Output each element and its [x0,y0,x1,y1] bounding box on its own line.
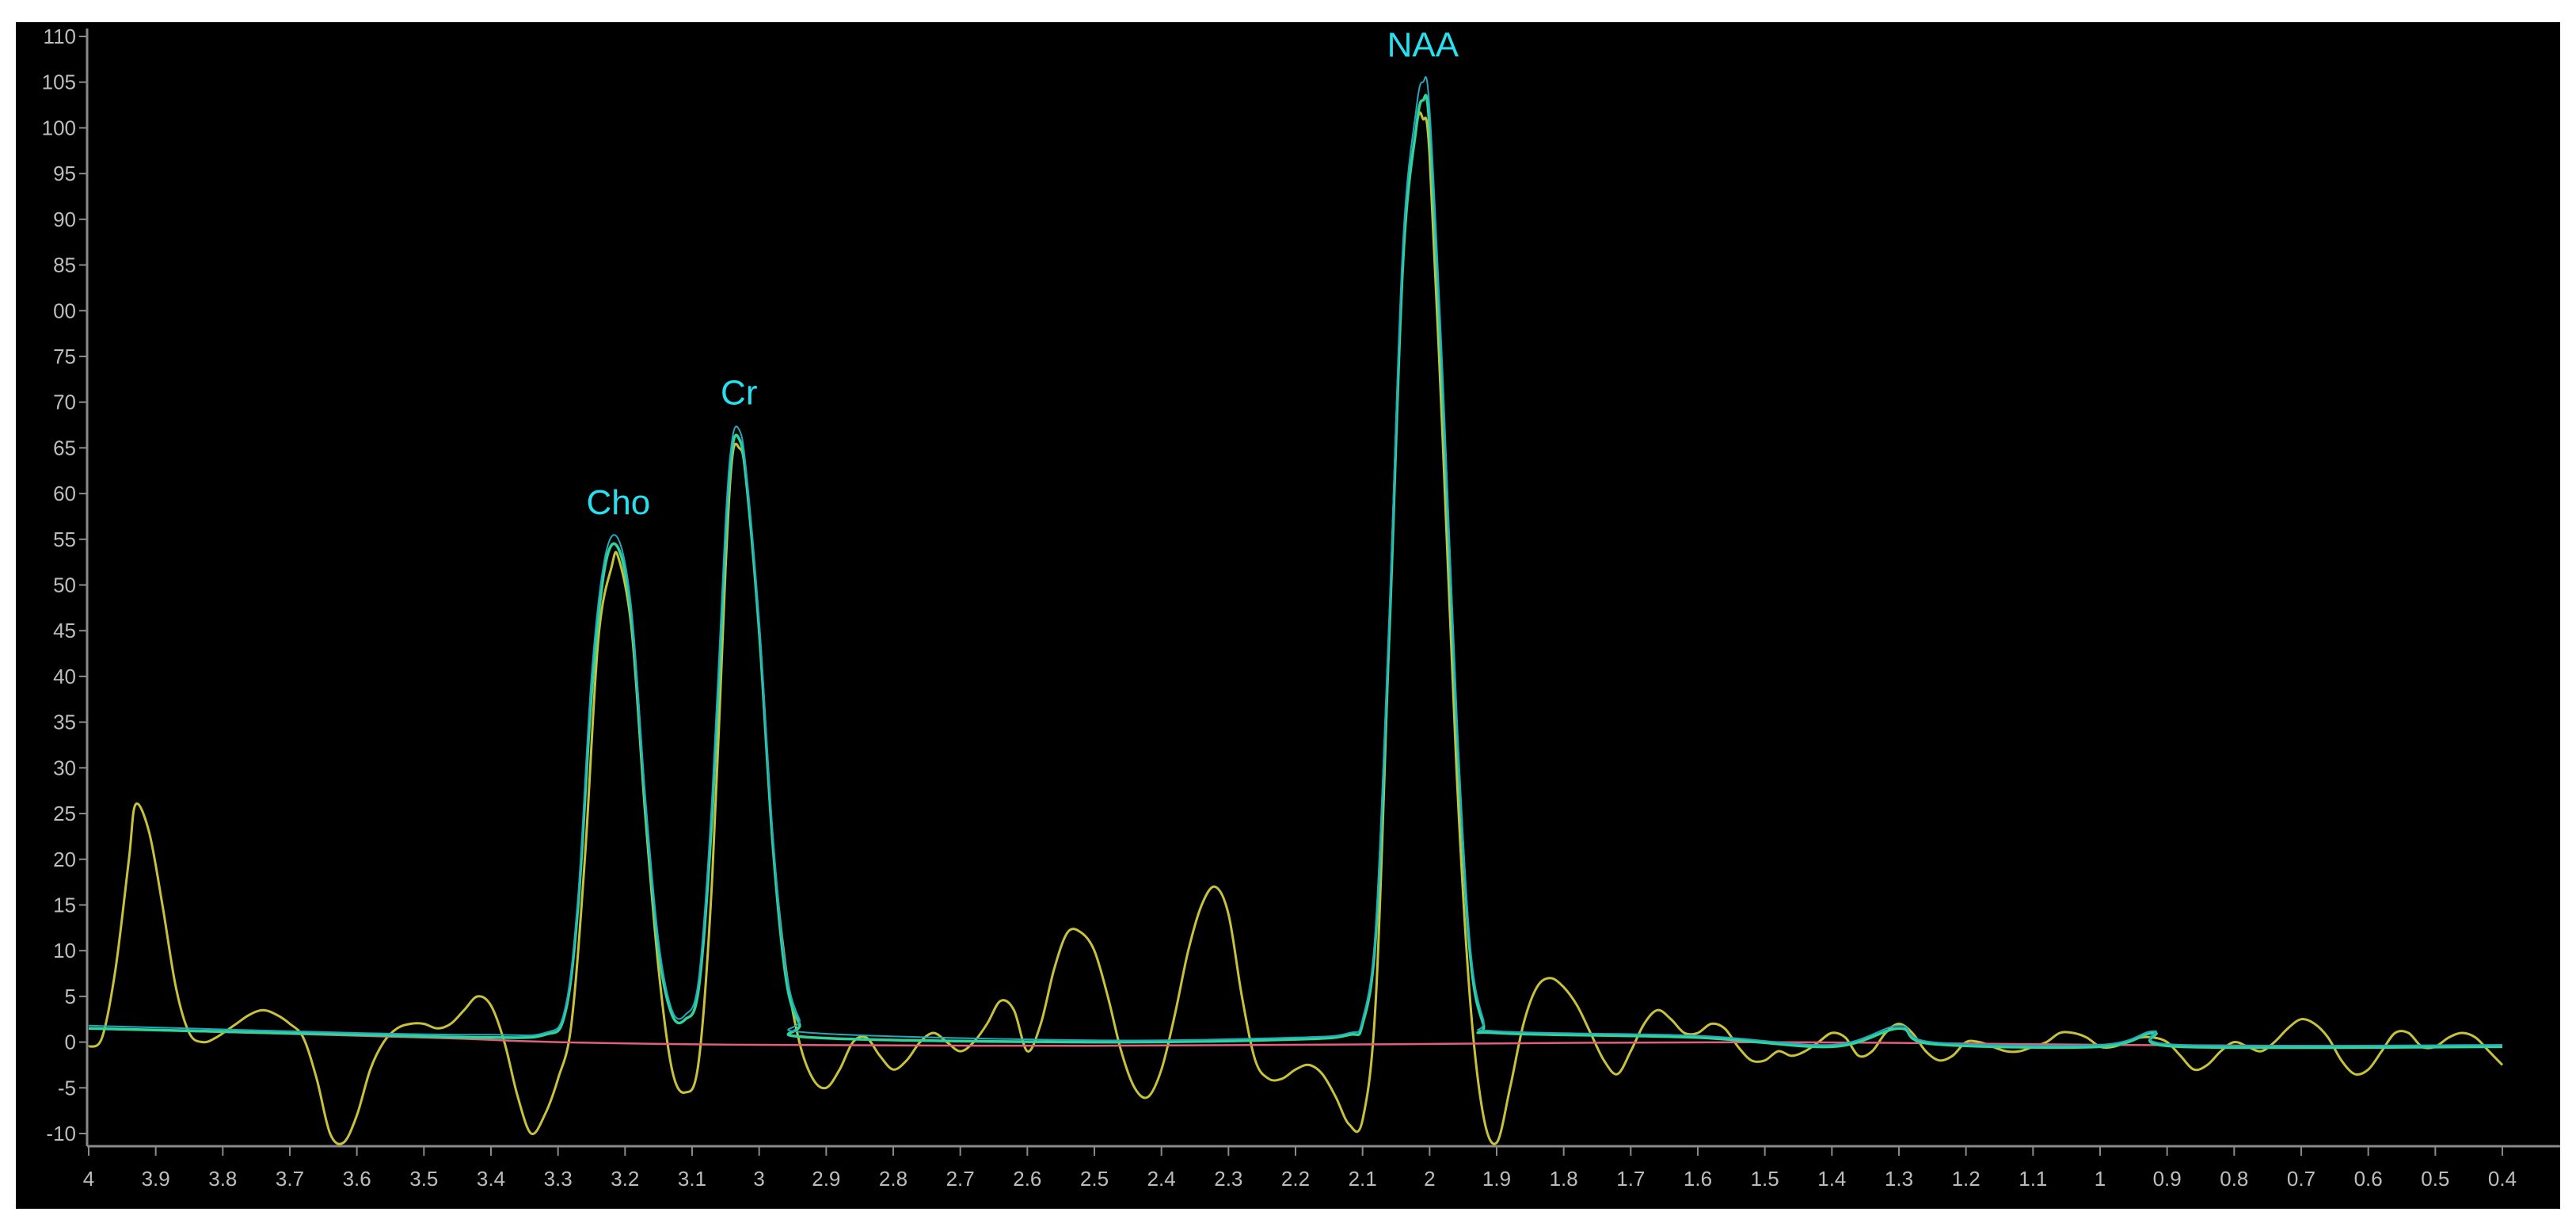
peak-label: Cho [587,483,651,522]
x-tick-label: 2.3 [1214,1167,1242,1191]
x-tick-label: 3.9 [142,1167,170,1191]
x-tick-label: 3.1 [678,1167,706,1191]
x-tick-label: 2.2 [1281,1167,1310,1191]
x-tick-label: 2.4 [1147,1167,1176,1191]
series-layer [88,76,2504,1145]
y-tick-label: 5 [65,985,76,1008]
x-tick-label: 4 [83,1167,94,1191]
y-tick-label: 95 [53,162,76,185]
x-tick-label: 1.9 [1482,1167,1511,1191]
x-tick-label: 1.4 [1817,1167,1846,1191]
y-tick-label: 60 [53,482,76,505]
x-tick-label: 0.8 [2220,1167,2248,1191]
y-tick-label: 65 [53,436,76,459]
series-line-fit [88,93,2503,1050]
y-tick-label: 50 [53,573,76,597]
plot-background [16,22,2560,1209]
x-tick-label: 0.9 [2153,1167,2182,1191]
y-tick-label: 30 [53,756,76,779]
y-tick-label: 25 [53,802,76,825]
x-tick-labels: 4 3.9 3.8 3.7 3.6 3.5 3.4 3.3 3.2 3.1 3 2.9 2.8 2.7 2.… [83,1146,2517,1191]
x-tick-label: 0.4 [2488,1167,2517,1191]
x-tick-label: 3.3 [544,1167,573,1191]
x-tick-label: 2.1 [1349,1167,1377,1191]
x-tick-label: 1.2 [1952,1167,1981,1191]
x-tick-label: 2.9 [812,1167,840,1191]
peak-label: NAA [1387,26,1459,65]
x-tick-label: 2.8 [879,1167,907,1191]
axis-layer [86,29,2560,1148]
y-tick-label: 0 [65,1031,76,1054]
x-tick-label: 3.4 [477,1167,505,1191]
y-tick-label: 70 [53,391,76,414]
x-tick-label: 1.8 [1550,1167,1578,1191]
series-line-fit-outline [88,76,2503,1047]
peak-label: Cr [721,373,757,412]
x-tick-label: 0.5 [2421,1167,2449,1191]
y-tick-label: 55 [53,528,76,551]
x-tick-label: 2 [1424,1167,1435,1191]
x-tick-label: 1.1 [2019,1167,2047,1191]
y-tick-label: 110 [44,25,76,48]
x-tick-label: 2.5 [1080,1167,1109,1191]
x-tick-label: 3.5 [409,1167,438,1191]
y-tick-label: 00 [53,299,76,322]
x-tick-label: 3 [753,1167,764,1191]
y-tick-label: 45 [53,619,76,642]
series-line-measured [88,111,2504,1145]
x-tick-label: 0.7 [2287,1167,2315,1191]
peak-labels: Cho Cr NAA [587,26,1459,522]
x-tick-label: 1.7 [1616,1167,1645,1191]
y-tick-label: 15 [53,893,76,916]
y-tick-label: 10 [53,939,76,962]
x-tick-label: 1 [2095,1167,2106,1191]
y-tick-label: -5 [58,1076,76,1099]
y-tick-label: 100 [42,116,76,139]
y-tick-label: 75 [53,345,76,368]
y-tick-label: 35 [53,711,76,734]
y-tick-label: -10 [46,1122,76,1145]
x-tick-label: 1.5 [1751,1167,1779,1191]
x-tick-label: 2.6 [1013,1167,1041,1191]
x-tick-label: 3.8 [208,1167,237,1191]
x-tick-label: 3.2 [611,1167,639,1191]
x-tick-label: 3.6 [343,1167,371,1191]
y-tick-label: 90 [53,208,76,231]
x-tick-label: 1.3 [1885,1167,1913,1191]
y-tick-labels: 1101051009590850075706560555045403530252… [42,25,87,1145]
x-tick-label: 0.6 [2354,1167,2383,1191]
y-tick-label: 85 [53,253,76,277]
y-tick-label: 40 [53,665,76,688]
y-tick-label: 105 [42,70,76,94]
series-line-baseline [88,1027,2503,1048]
x-tick-label: 1.6 [1684,1167,1712,1191]
x-tick-label: 3.7 [276,1167,304,1191]
x-tick-label: 2.7 [946,1167,975,1191]
y-tick-label: 20 [53,848,76,871]
